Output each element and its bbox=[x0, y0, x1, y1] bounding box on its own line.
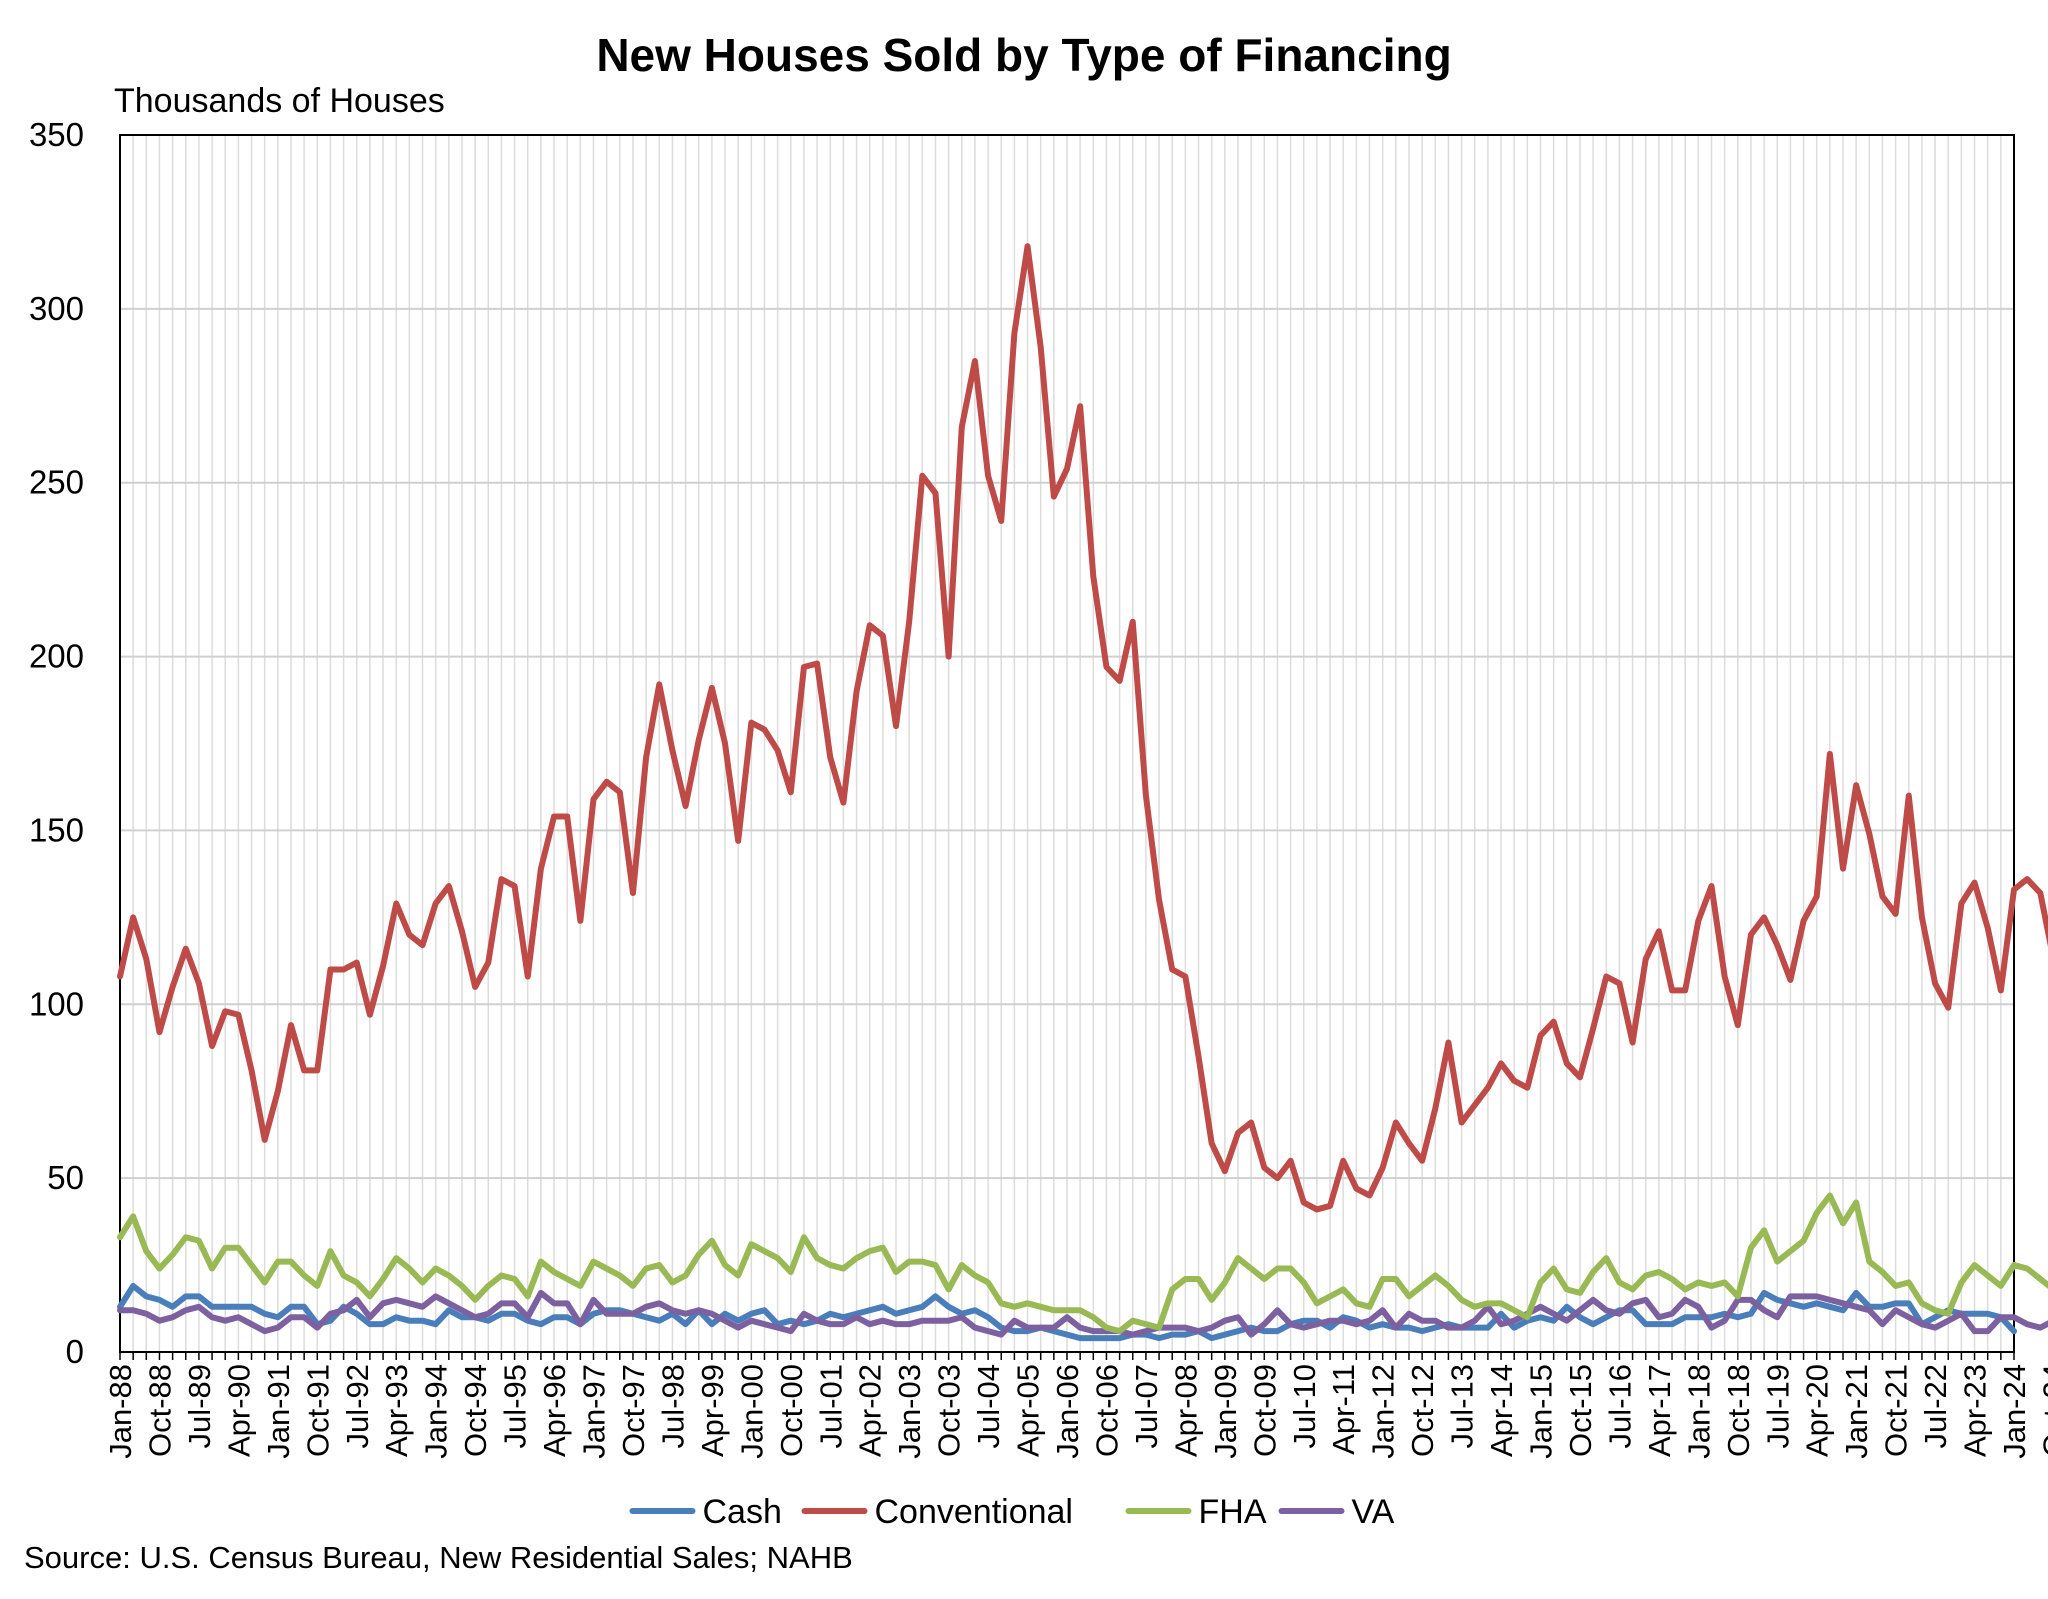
x-tick-label: Jan-18 bbox=[1681, 1364, 1716, 1459]
x-tick-label: Oct-03 bbox=[932, 1364, 967, 1457]
source-note: Source: U.S. Census Bureau, New Resident… bbox=[24, 1540, 853, 1575]
x-tick-label: Jul-95 bbox=[498, 1364, 533, 1448]
legend-label: Conventional bbox=[875, 1493, 1073, 1531]
x-tick-label: Jul-04 bbox=[971, 1364, 1006, 1448]
x-tick-label: Jul-07 bbox=[1129, 1364, 1164, 1448]
x-tick-label: Jan-91 bbox=[261, 1364, 296, 1459]
x-tick-label: Jan-03 bbox=[892, 1364, 927, 1459]
x-tick-label: Jan-12 bbox=[1366, 1364, 1401, 1459]
y-tick-label: 50 bbox=[47, 1159, 84, 1196]
y-tick-label: 100 bbox=[29, 985, 84, 1022]
legend-label: Cash bbox=[703, 1493, 782, 1531]
x-tick-label: Apr-20 bbox=[1800, 1364, 1835, 1457]
legend-label: VA bbox=[1352, 1493, 1395, 1531]
x-tick-label: Jan-88 bbox=[103, 1364, 138, 1459]
series-line-conventional bbox=[117, 243, 2048, 1213]
x-tick-label: Oct-12 bbox=[1405, 1364, 1440, 1457]
x-tick-label: Oct-06 bbox=[1089, 1364, 1124, 1457]
legend-label: FHA bbox=[1199, 1493, 1267, 1531]
chart-title: New Houses Sold by Type of Financing bbox=[596, 29, 1452, 81]
x-tick-label: Oct-18 bbox=[1721, 1364, 1756, 1457]
x-tick-label: Oct-09 bbox=[1247, 1364, 1282, 1457]
x-tick-label: Jul-10 bbox=[1287, 1364, 1322, 1448]
x-tick-label: Oct-91 bbox=[300, 1364, 335, 1457]
x-tick-label: Jan-15 bbox=[1524, 1364, 1559, 1459]
x-tick-label: Oct-88 bbox=[142, 1364, 177, 1457]
x-tick-label: Apr-93 bbox=[379, 1364, 414, 1457]
x-tick-label: Oct-15 bbox=[1563, 1364, 1598, 1457]
legend-item-conventional: Conventional bbox=[801, 1493, 1073, 1531]
y-tick-label: 300 bbox=[29, 290, 84, 327]
x-tick-label: Jan-21 bbox=[1839, 1364, 1874, 1459]
x-tick-label: Apr-23 bbox=[1958, 1364, 1993, 1457]
x-tick-label: Jul-89 bbox=[182, 1364, 217, 1448]
x-tick-label: Jul-22 bbox=[1918, 1364, 1953, 1448]
x-tick-label: Jan-97 bbox=[577, 1364, 612, 1459]
x-tick-label: Jul-16 bbox=[1602, 1364, 1637, 1448]
legend-item-va: VA bbox=[1278, 1493, 1395, 1531]
y-tick-label: 200 bbox=[29, 638, 84, 675]
x-tick-label: Jan-24 bbox=[1997, 1364, 2032, 1459]
vertical-gridlines bbox=[119, 135, 2015, 1352]
legend-item-fha: FHA bbox=[1125, 1493, 1267, 1531]
x-tick-label: Jan-09 bbox=[1208, 1364, 1243, 1459]
y-tick-label: 0 bbox=[66, 1333, 84, 1370]
x-tick-label: Apr-99 bbox=[695, 1364, 730, 1457]
x-tick-label: Jul-13 bbox=[1445, 1364, 1480, 1448]
y-tick-label: 250 bbox=[29, 464, 84, 501]
x-tick-label: Oct-24 bbox=[2036, 1364, 2048, 1457]
x-tick-label: Oct-00 bbox=[774, 1364, 809, 1457]
x-tick-label: Apr-02 bbox=[853, 1364, 888, 1457]
x-tick-label: Jul-98 bbox=[655, 1364, 690, 1448]
x-tick-label: Oct-21 bbox=[1879, 1364, 1914, 1457]
y-axis-unit-label: Thousands of Houses bbox=[114, 82, 445, 120]
x-tick-label: Jan-00 bbox=[734, 1364, 769, 1459]
x-tick-label: Jul-19 bbox=[1760, 1364, 1795, 1448]
x-tick-label: Apr-14 bbox=[1484, 1364, 1519, 1457]
x-tick-label: Apr-96 bbox=[537, 1364, 572, 1457]
y-tick-label: 150 bbox=[29, 811, 84, 848]
x-tick-label: Apr-90 bbox=[221, 1364, 256, 1457]
x-tick-label: Jul-92 bbox=[340, 1364, 375, 1448]
x-tick-label: Oct-97 bbox=[616, 1364, 651, 1457]
y-tick-label: 350 bbox=[29, 116, 84, 153]
x-tick-label: Jan-06 bbox=[1050, 1364, 1085, 1459]
x-tick-label: Oct-94 bbox=[458, 1364, 493, 1457]
x-tick-label: Apr-17 bbox=[1642, 1364, 1677, 1457]
series-line-cash bbox=[117, 1282, 2017, 1342]
x-tick-label: Apr-05 bbox=[1011, 1364, 1046, 1457]
x-tick-label: Apr-11 bbox=[1326, 1364, 1361, 1455]
x-tick-label: Jan-94 bbox=[419, 1364, 454, 1459]
series-line-fha bbox=[117, 1192, 2048, 1335]
x-tick-label: Apr-08 bbox=[1168, 1364, 1203, 1457]
legend-item-cash: Cash bbox=[629, 1493, 782, 1531]
x-tick-label: Jul-01 bbox=[813, 1364, 848, 1448]
